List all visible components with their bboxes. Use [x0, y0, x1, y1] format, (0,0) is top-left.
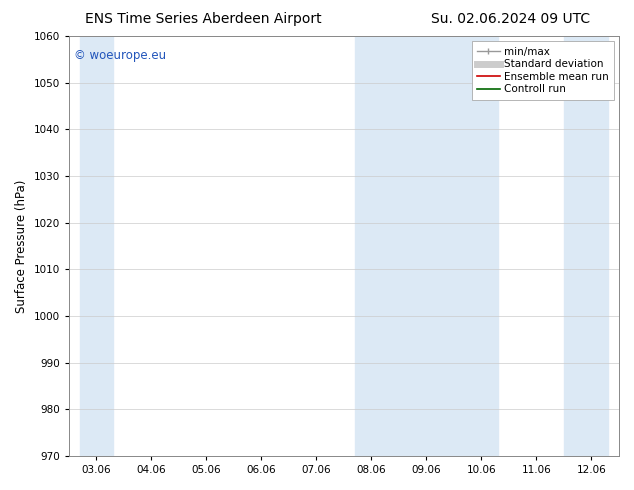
Legend: min/max, Standard deviation, Ensemble mean run, Controll run: min/max, Standard deviation, Ensemble me…: [472, 41, 614, 99]
Y-axis label: Surface Pressure (hPa): Surface Pressure (hPa): [15, 179, 28, 313]
Text: Su. 02.06.2024 09 UTC: Su. 02.06.2024 09 UTC: [431, 12, 590, 26]
Text: ENS Time Series Aberdeen Airport: ENS Time Series Aberdeen Airport: [84, 12, 321, 26]
Bar: [355, 36, 498, 456]
Bar: [564, 36, 608, 456]
Bar: [80, 36, 113, 456]
Text: © woeurope.eu: © woeurope.eu: [74, 49, 167, 62]
